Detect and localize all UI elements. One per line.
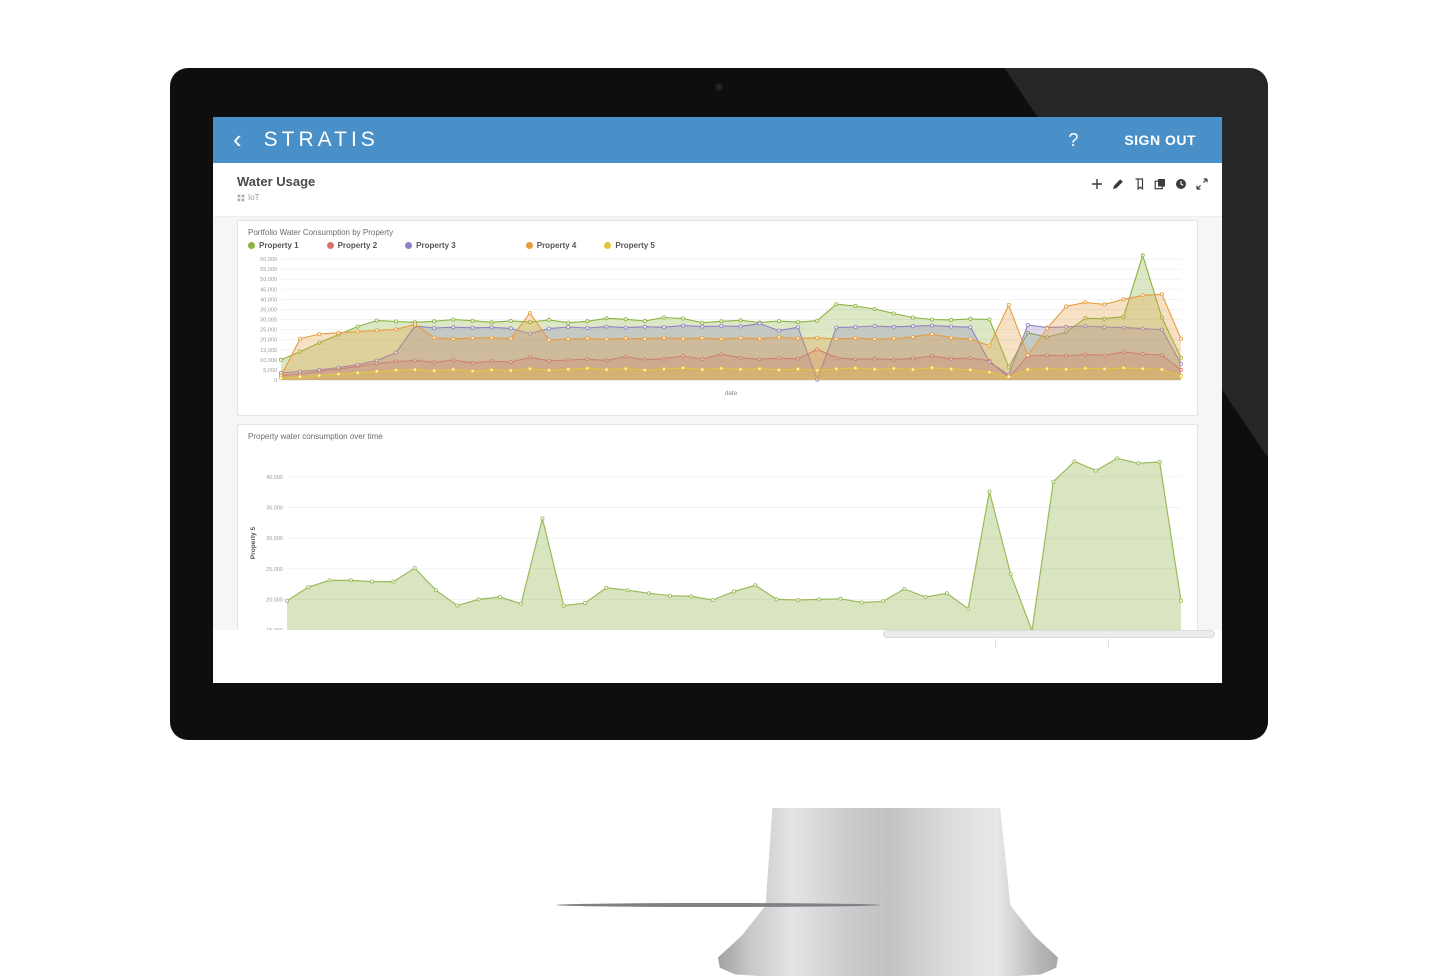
svg-text:60,000: 60,000 [260,257,277,263]
svg-text:55,000: 55,000 [260,267,277,273]
help-icon[interactable]: ? [1068,129,1079,150]
legend-item-property-3[interactable]: Property 3 [405,241,456,250]
bookmark-page-icon[interactable] [1133,178,1145,190]
copy-icon[interactable] [1154,178,1166,190]
page-subtitle-label: IoT [248,193,260,202]
svg-text:40,000: 40,000 [260,297,277,303]
legend-dot [525,242,533,249]
svg-text:20,000: 20,000 [260,338,277,344]
legend-dot [248,242,255,249]
legend-item-property-2[interactable]: Property 2 [326,241,378,250]
chart1-legend: Property 1 Property 2 Property 3 Property 4… [238,239,1197,250]
svg-text:25,000: 25,000 [266,567,283,573]
property-over-time-chart: 15,000 20,000 25,000 30,000 35,000 40,000 Prop… [250,456,1184,630]
chart1-wrap: 0 5,000 10,000 15,000 20,000 25,000 30,000 35,0… [238,250,1197,403]
legend-dot [604,242,612,249]
svg-text:5,000: 5,000 [263,368,277,374]
legend-label: Property 2 [337,241,378,250]
svg-text:30,000: 30,000 [266,536,283,542]
chart1-title: Portfolio Water Consumption by Property [248,228,394,237]
svg-text:20,000: 20,000 [266,597,283,603]
svg-text:35,000: 35,000 [266,505,283,511]
svg-text:15,000: 15,000 [266,628,283,630]
axis-tick-stub [1108,639,1109,649]
svg-text:Property 5: Property 5 [250,527,257,560]
webcam-dot [715,83,723,91]
portfolio-consumption-chart: 0 5,000 10,000 15,000 20,000 25,000 30,000 35,0… [260,253,1184,397]
legend-item-property-5[interactable]: Property 5 [604,241,655,250]
legend-label: Property 5 [615,241,655,250]
page-head: Water Usage IoT [213,163,1222,217]
content-area: Portfolio Water Consumption by Property … [213,217,1222,630]
page-title: Water Usage [237,174,316,189]
edit-pencil-icon[interactable] [1112,178,1124,190]
svg-text:date: date [725,390,738,397]
brand-logo: STRATIS [263,128,379,151]
legend-label: Property 3 [416,241,456,250]
legend-dot [326,242,334,249]
expand-icon[interactable] [1196,178,1208,190]
page-subtitle: IoT [237,193,1198,202]
app-window: ‹ STRATIS ? SIGN OUT Water Usage IoT [213,117,1222,630]
sign-out-button[interactable]: SIGN OUT [1124,132,1196,148]
legend-label: Property 4 [536,241,577,250]
horizontal-scrollbar[interactable] [883,630,1215,638]
legend-dot [405,242,413,249]
legend-label: Property 1 [259,241,299,250]
svg-text:15,000: 15,000 [260,348,277,354]
legend-item-property-1[interactable]: Property 1 [248,241,299,250]
monitor-bezel: ‹ STRATIS ? SIGN OUT Water Usage IoT [170,68,1268,976]
screen: ‹ STRATIS ? SIGN OUT Water Usage IoT [213,117,1222,683]
legend-item-property-4[interactable]: Property 4 [525,241,577,250]
svg-text:25,000: 25,000 [260,328,277,334]
chart2-title: Property water consumption over time [248,432,383,441]
axis-tick-stub [995,639,996,649]
toolbar [1091,178,1208,190]
tag-icon [237,194,245,201]
portfolio-consumption-card: Portfolio Water Consumption by Property … [237,220,1198,416]
svg-text:0: 0 [274,378,277,384]
svg-text:35,000: 35,000 [260,307,277,313]
screen-bottom-strip [213,630,1222,683]
add-icon[interactable] [1091,178,1103,190]
svg-text:40,000: 40,000 [266,475,283,481]
svg-text:45,000: 45,000 [260,287,277,293]
svg-text:50,000: 50,000 [260,277,277,283]
monitor-stand-base-edge [556,903,880,907]
svg-text:10,000: 10,000 [260,358,277,364]
svg-text:30,000: 30,000 [260,318,277,324]
chart2-wrap: 15,000 20,000 25,000 30,000 35,000 40,000 Prop… [238,443,1197,630]
monitor-stand [718,808,1058,976]
property-over-time-card: Property water consumption over time 15,… [237,424,1198,630]
app-header: ‹ STRATIS ? SIGN OUT [213,117,1222,163]
clock-icon[interactable] [1175,178,1187,190]
back-button[interactable]: ‹ [233,123,242,154]
